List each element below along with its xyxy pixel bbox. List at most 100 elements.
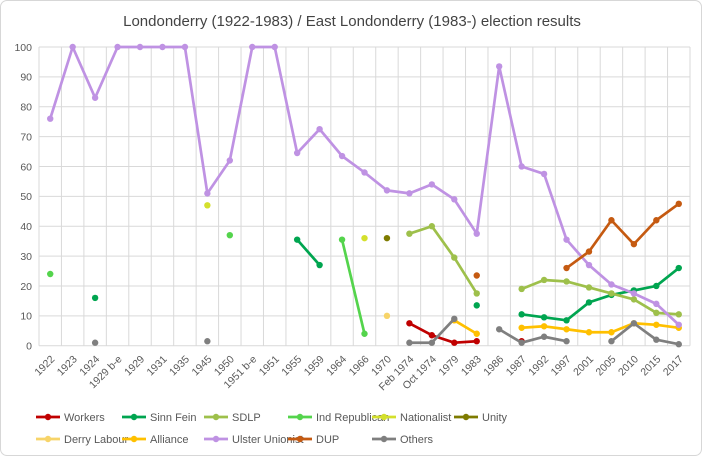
data-point: [159, 43, 166, 51]
x-tick-label: 1997: [549, 353, 574, 378]
data-point: [204, 202, 211, 209]
x-tick-label: 1983: [459, 353, 484, 378]
chart-legend: Workers Sinn Fein SDLP Ind Republican Nation…: [36, 412, 508, 446]
legend-item-dup: DUP: [288, 434, 339, 446]
legend-marker-dot: [380, 413, 388, 421]
legend-label: Unity: [482, 412, 508, 424]
series-line-workers: [408, 321, 479, 345]
data-point: [540, 333, 548, 340]
data-point: [249, 43, 256, 51]
legend-item-sdlp: SDLP: [204, 412, 261, 424]
data-point: [406, 230, 413, 237]
legend-item-sinn-fein: Sinn Fein: [122, 412, 196, 424]
x-tick-label: 1986: [481, 353, 506, 378]
data-point: [361, 330, 368, 337]
data-point: [47, 270, 54, 278]
data-point: [518, 311, 525, 318]
legend-item-alliance: Alliance: [122, 434, 189, 446]
data-point: [675, 321, 682, 328]
data-point: [338, 152, 346, 160]
x-tick-label: 1987: [504, 353, 529, 378]
data-point: [608, 281, 615, 288]
data-point: [563, 326, 570, 333]
data-point: [226, 231, 234, 239]
y-tick-label: 10: [20, 311, 32, 323]
y-tick-label: 20: [20, 281, 32, 293]
data-point: [428, 332, 436, 339]
series-line-alliance: [520, 321, 681, 334]
data-point: [91, 339, 99, 346]
data-point: [271, 43, 278, 51]
series-sdlp: [406, 223, 682, 318]
series-line-others: [610, 321, 681, 346]
legend-item-ulster-unionist: Ulster Unionist: [204, 434, 304, 446]
x-tick-label: 2001: [571, 353, 596, 378]
series-line-ulster-unionist: [48, 45, 681, 327]
data-point: [608, 329, 615, 336]
legend-marker-dot: [212, 435, 220, 443]
legend-label: Alliance: [150, 434, 189, 446]
data-point: [675, 311, 682, 318]
data-point: [540, 170, 548, 178]
series-line-alliance: [452, 318, 479, 336]
legend-item-derry-labour: Derry Labour: [36, 434, 129, 446]
y-tick-label: 40: [20, 221, 32, 233]
data-point: [293, 149, 301, 157]
data-point: [406, 320, 413, 327]
y-tick-label: 50: [20, 191, 32, 203]
data-point: [585, 329, 593, 336]
data-point: [47, 115, 54, 122]
data-point: [451, 339, 458, 346]
data-point: [518, 163, 525, 170]
series-others: [91, 315, 682, 348]
data-point: [428, 223, 436, 230]
series-line-dup: [565, 202, 681, 270]
y-tick-label: 60: [20, 161, 32, 173]
x-tick-label: 1992: [526, 353, 551, 378]
legend-marker-dot: [44, 435, 52, 443]
data-point: [316, 261, 323, 269]
series-ind-republican: [47, 231, 368, 337]
data-point: [495, 63, 503, 70]
legend-marker-dot: [462, 413, 470, 421]
data-point: [653, 217, 660, 224]
data-point: [91, 94, 99, 101]
series-dup: [473, 200, 682, 279]
y-tick-label: 0: [26, 341, 32, 353]
legend-label: Sinn Fein: [150, 412, 196, 424]
x-tick-label: 2010: [616, 353, 641, 378]
x-tick-label: 1929: [122, 353, 147, 378]
data-point: [608, 338, 615, 345]
chart-title: Londonderry (1922-1983) / East Londonder…: [123, 13, 581, 30]
data-point: [518, 324, 525, 331]
data-point: [204, 338, 211, 345]
legend-label: Derry Labour: [64, 434, 129, 446]
legend-label: SDLP: [232, 412, 261, 424]
x-tick-label: 2005: [594, 353, 619, 378]
legend-label: Ulster Unionist: [232, 434, 304, 446]
data-point: [361, 169, 368, 176]
data-point: [473, 290, 480, 297]
data-point: [675, 264, 682, 272]
x-tick-label: 1922: [32, 353, 57, 378]
x-tick-label: 1959: [302, 353, 327, 378]
legend-marker-dot: [380, 435, 388, 443]
series-sinn-fein: [91, 236, 682, 324]
legend-marker-dot: [44, 413, 52, 421]
data-point: [383, 187, 391, 194]
data-point: [540, 323, 548, 330]
legend-label: Workers: [64, 412, 105, 424]
x-tick-label: 1945: [189, 353, 214, 378]
series-line-sinn-fein: [295, 238, 321, 267]
x-tick-label: 1955: [279, 353, 304, 378]
legend-label: Ind Republican: [316, 412, 389, 424]
legend-item-nationalist: Nationalist: [372, 412, 451, 424]
series-line-others: [497, 327, 568, 345]
data-point: [563, 338, 570, 345]
x-tick-label: 1935: [167, 353, 192, 378]
data-point: [473, 330, 480, 337]
data-point: [383, 234, 391, 242]
data-point: [653, 282, 660, 290]
